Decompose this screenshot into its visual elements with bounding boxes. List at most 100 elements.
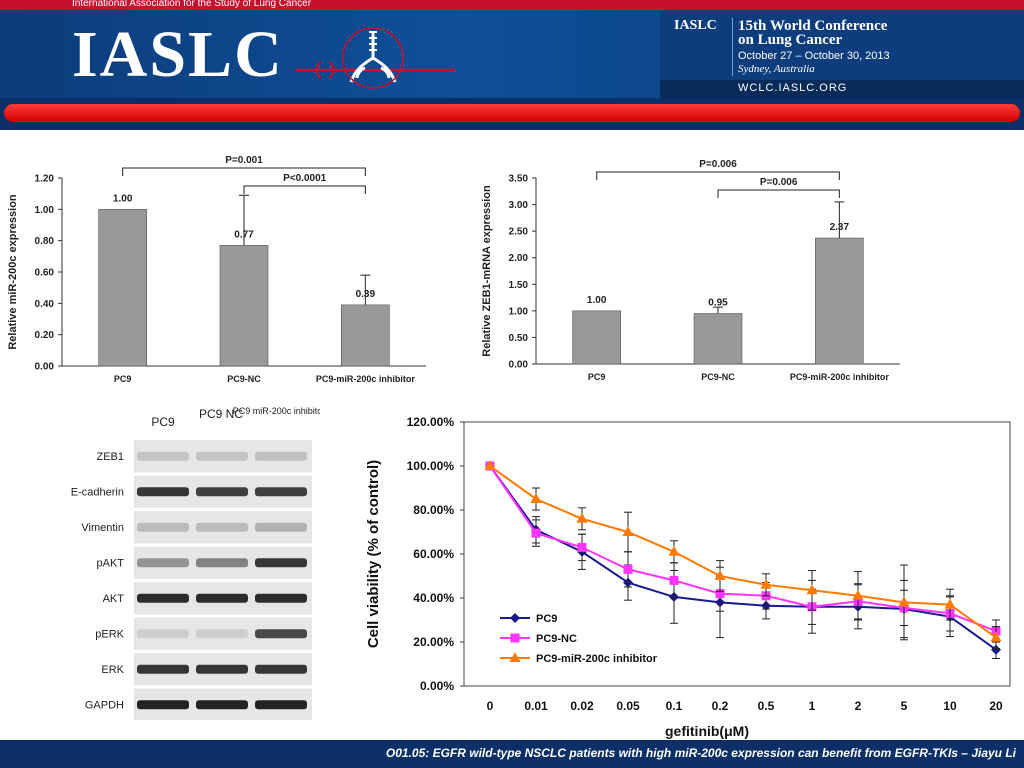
y-tick-label: 1.00 xyxy=(509,306,529,317)
y-tick-label: 1.20 xyxy=(35,174,55,185)
blot-band xyxy=(255,593,307,603)
blot-band xyxy=(255,700,307,710)
bar xyxy=(98,209,147,367)
series-point xyxy=(623,564,633,574)
footer-bar: O01.05: EGFR wild-type NSCLC patients wi… xyxy=(0,740,1024,768)
legend-label: PC9-NC xyxy=(536,633,577,645)
blot-row-label: GAPDH xyxy=(85,699,124,711)
x-tick-label: 2 xyxy=(855,699,862,713)
y-tick-label: 0.40 xyxy=(35,299,55,310)
x-tick-label: 0 xyxy=(487,699,494,713)
series-point xyxy=(510,613,520,623)
blot-band xyxy=(137,522,189,532)
significance-bracket xyxy=(243,185,366,194)
blot-column-label: PC9 NC xyxy=(199,407,243,421)
conf-org: IASLC xyxy=(674,18,717,33)
red-ribbon xyxy=(4,104,1020,122)
series-line xyxy=(489,465,997,651)
series-point xyxy=(944,598,956,609)
blot-band xyxy=(196,487,248,497)
blot-band xyxy=(137,558,189,568)
y-axis-label: Relative ZEB1-mRNA expression xyxy=(481,185,493,357)
y-tick-label: 3.50 xyxy=(509,174,529,185)
significance-bracket xyxy=(596,171,840,180)
blot-band xyxy=(196,700,248,710)
y-tick-label: 2.50 xyxy=(509,227,529,238)
iaslc-logo: IASLC xyxy=(72,18,284,91)
series-point xyxy=(577,542,587,552)
title-bar xyxy=(0,98,1024,130)
blot-band xyxy=(137,593,189,603)
y-tick-label: 3.00 xyxy=(509,200,529,211)
y-tick-label: 60.00% xyxy=(413,547,454,561)
blot-band xyxy=(196,451,248,461)
conf-url: WCLC.IASLC.ORG xyxy=(738,82,848,94)
lung-logo-icon xyxy=(295,27,455,89)
y-tick-label: 0.50 xyxy=(509,333,529,344)
y-tick-label: 0.60 xyxy=(35,268,55,279)
top-strip: International Association for the Study … xyxy=(0,0,1024,10)
significance-label: P=0.001 xyxy=(225,155,263,166)
x-axis-label: gefitinib(μM) xyxy=(665,723,749,739)
zeb1-bar-chart: 0.00 0.50 1.00 1.50 2.00 2.50 3.00 3.50 1.00 PC9 0… xyxy=(481,159,900,382)
y-tick-label: 1.50 xyxy=(509,280,529,291)
significance-label: P=0.006 xyxy=(760,177,798,188)
series-point xyxy=(530,493,542,503)
y-tick-label: 80.00% xyxy=(413,503,454,517)
significance-label: P<0.0001 xyxy=(283,173,327,184)
series-point xyxy=(576,512,588,523)
conf-title-line2: on Lung Cancer xyxy=(738,32,843,48)
blot-band xyxy=(196,664,248,674)
conf-url-bar: WCLC.IASLC.ORG xyxy=(660,80,1024,98)
blot-row-label: AKT xyxy=(103,593,125,605)
bar xyxy=(341,304,390,367)
x-tick-label: 10 xyxy=(943,699,957,713)
blot-band xyxy=(255,629,307,639)
x-tick-label: PC9-NC xyxy=(701,372,735,382)
x-tick-label: 0.05 xyxy=(616,699,640,713)
y-tick-label: 100.00% xyxy=(407,459,455,473)
y-tick-label: 0.20 xyxy=(35,330,55,341)
blot-row-label: Vimentin xyxy=(81,522,124,534)
data-label: 0.95 xyxy=(708,298,728,309)
y-tick-label: 0.80 xyxy=(35,236,55,247)
blot-column-label: PC9 xyxy=(151,415,175,429)
series-line xyxy=(489,465,997,632)
y-tick-label: 0.00 xyxy=(35,362,55,373)
bar xyxy=(572,310,621,365)
series-point xyxy=(715,589,725,599)
x-tick-label: 1 xyxy=(809,699,816,713)
blot-band xyxy=(255,487,307,497)
blot-band xyxy=(255,664,307,674)
legend-label: PC9 xyxy=(536,613,557,625)
conf-title-line1: 15th World Conference xyxy=(738,18,888,34)
x-tick-label: 0.2 xyxy=(712,699,729,713)
blot-band xyxy=(137,487,189,497)
bar xyxy=(693,313,743,365)
data-label: 0.39 xyxy=(356,289,376,300)
blot-row-label: E-cadherin xyxy=(71,486,124,498)
significance-label: P=0.006 xyxy=(699,159,737,170)
x-tick-label: 0.02 xyxy=(570,699,594,713)
blot-band xyxy=(137,451,189,461)
blot-row-label: pERK xyxy=(95,628,124,640)
series-point xyxy=(484,460,496,470)
series-point xyxy=(622,526,634,536)
series-point xyxy=(531,528,541,538)
series-point xyxy=(990,631,1002,642)
blot-band xyxy=(255,522,307,532)
series-point xyxy=(806,584,818,595)
data-label: 1.00 xyxy=(113,193,133,204)
blot-band xyxy=(196,593,248,603)
blot-band xyxy=(137,700,189,710)
org-name: International Association for the Study … xyxy=(72,0,312,9)
y-tick-label: 0.00% xyxy=(420,679,454,693)
significance-bracket xyxy=(122,167,366,176)
data-label: 1.00 xyxy=(587,295,607,306)
blot-band xyxy=(196,522,248,532)
y-axis-label: Relative miR-200c expression xyxy=(7,194,19,350)
x-tick-label: 20 xyxy=(989,699,1003,713)
x-tick-label: PC9-miR-200c inhibitor xyxy=(316,374,416,384)
series-point xyxy=(668,545,680,556)
